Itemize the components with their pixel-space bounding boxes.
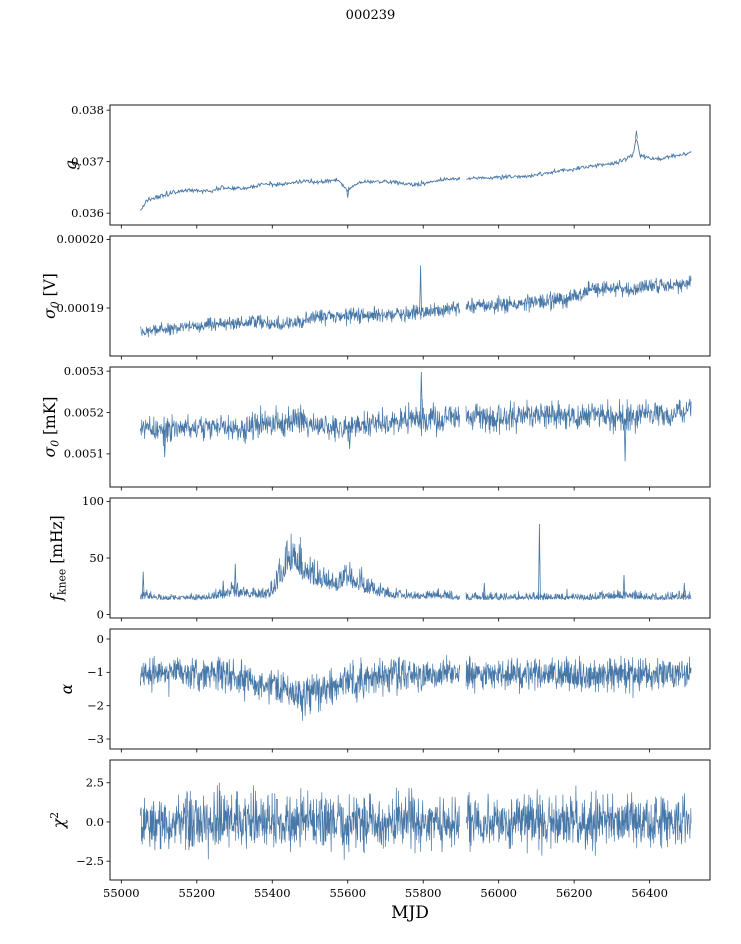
y-tick-label: 0 [97, 607, 104, 621]
y-tick-label: 0.036 [71, 206, 104, 220]
x-axis-label: MJD [391, 903, 429, 923]
y-tick-label: 0.0051 [64, 447, 104, 461]
panel-frame [109, 104, 711, 226]
x-tick-label: 56400 [631, 886, 668, 900]
spike [420, 371, 423, 417]
series-chi2 [139, 782, 692, 860]
y-tick-label: 0.00019 [56, 301, 104, 315]
y-tick-label: 50 [89, 551, 104, 565]
y-tick-label: 2.5 [86, 776, 104, 790]
spike [221, 580, 225, 599]
x-tick-label: 55000 [103, 886, 140, 900]
y-tick-label: 0.0052 [64, 405, 104, 419]
figure-title: 000239 [345, 8, 396, 23]
panel-sigma0-mK: 0.0051 0.0052 0.0053 σ0 [mK] [41, 364, 711, 491]
y-tick-label: 0.0 [86, 815, 104, 829]
y-tick-label: 0 [97, 632, 104, 646]
panel-fknee: 0 50 100 fknee [mHz] [48, 494, 711, 622]
panel-sigma0-V: 0.00019 0.00020 σ0 [V] [41, 232, 711, 360]
spike [346, 189, 350, 198]
panel-alpha: 0 −1 −2 −3 α [58, 628, 711, 753]
y-tick-label: 100 [82, 494, 104, 508]
panel-g: 0.036 0.037 0.038 g [62, 103, 711, 229]
y-tick-label: −2 [87, 698, 104, 712]
y-tick-label: 0.00020 [56, 232, 104, 246]
x-tick-label: 56200 [556, 886, 593, 900]
x-tick-label: 56000 [480, 886, 517, 900]
panel-frame [109, 366, 711, 488]
x-tick-label: 55200 [178, 886, 215, 900]
y-tick-label: −2.5 [76, 854, 104, 868]
y-tick-label: 0.037 [71, 154, 104, 168]
y-axis-label-alpha: α [58, 683, 76, 694]
panel-frame [109, 497, 711, 619]
series-sigma0-V [140, 275, 692, 338]
spike [538, 523, 541, 600]
spike [623, 420, 627, 462]
series-sigma0-mK [139, 398, 692, 447]
spike [419, 265, 422, 313]
spike [233, 563, 237, 597]
panel-frame [109, 235, 711, 357]
series-alpha [139, 655, 692, 721]
y-axis-label-chi2: χ2 [48, 812, 68, 829]
x-tick-label: 55600 [329, 886, 366, 900]
panel-chi2: 2.5 0.0 −2.5 55000 55200 55400 55600 55800 56000… [48, 759, 711, 900]
spike [683, 582, 686, 600]
y-tick-label: −1 [87, 665, 104, 679]
spike [635, 130, 638, 139]
y-axis-label-sigma0-mK: σ0 [mK] [41, 397, 61, 458]
spike [141, 571, 145, 600]
spike [622, 574, 626, 599]
y-tick-label: −3 [87, 732, 104, 746]
y-tick-label: 0.038 [71, 103, 104, 117]
x-tick-label: 55800 [405, 886, 442, 900]
y-axis-label-sigma0-V: σ0 [V] [41, 273, 61, 319]
spike [163, 430, 167, 458]
x-tick-label: 55400 [254, 886, 291, 900]
series-g [139, 137, 692, 211]
y-axis-label-fknee: fknee [mHz] [48, 515, 68, 601]
spike [483, 582, 486, 600]
series-fknee [139, 533, 692, 601]
spike [348, 430, 351, 449]
y-tick-label: 0.0053 [64, 364, 104, 378]
y-axis-label-g: g [62, 160, 80, 170]
panel-frame [109, 759, 711, 881]
panel-frame [109, 628, 711, 750]
